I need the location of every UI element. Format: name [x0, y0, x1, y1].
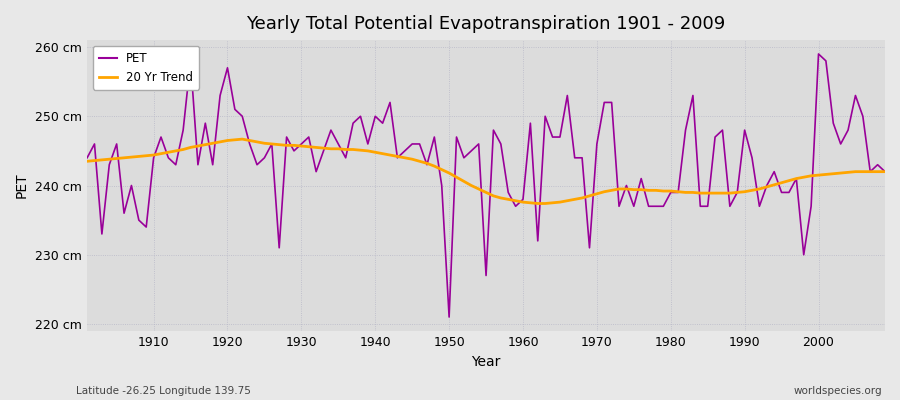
Y-axis label: PET: PET: [15, 173, 29, 198]
Title: Yearly Total Potential Evapotranspiration 1901 - 2009: Yearly Total Potential Evapotranspiratio…: [247, 15, 725, 33]
Legend: PET, 20 Yr Trend: PET, 20 Yr Trend: [93, 46, 199, 90]
X-axis label: Year: Year: [472, 355, 500, 369]
Text: Latitude -26.25 Longitude 139.75: Latitude -26.25 Longitude 139.75: [76, 386, 251, 396]
Text: worldspecies.org: worldspecies.org: [794, 386, 882, 396]
